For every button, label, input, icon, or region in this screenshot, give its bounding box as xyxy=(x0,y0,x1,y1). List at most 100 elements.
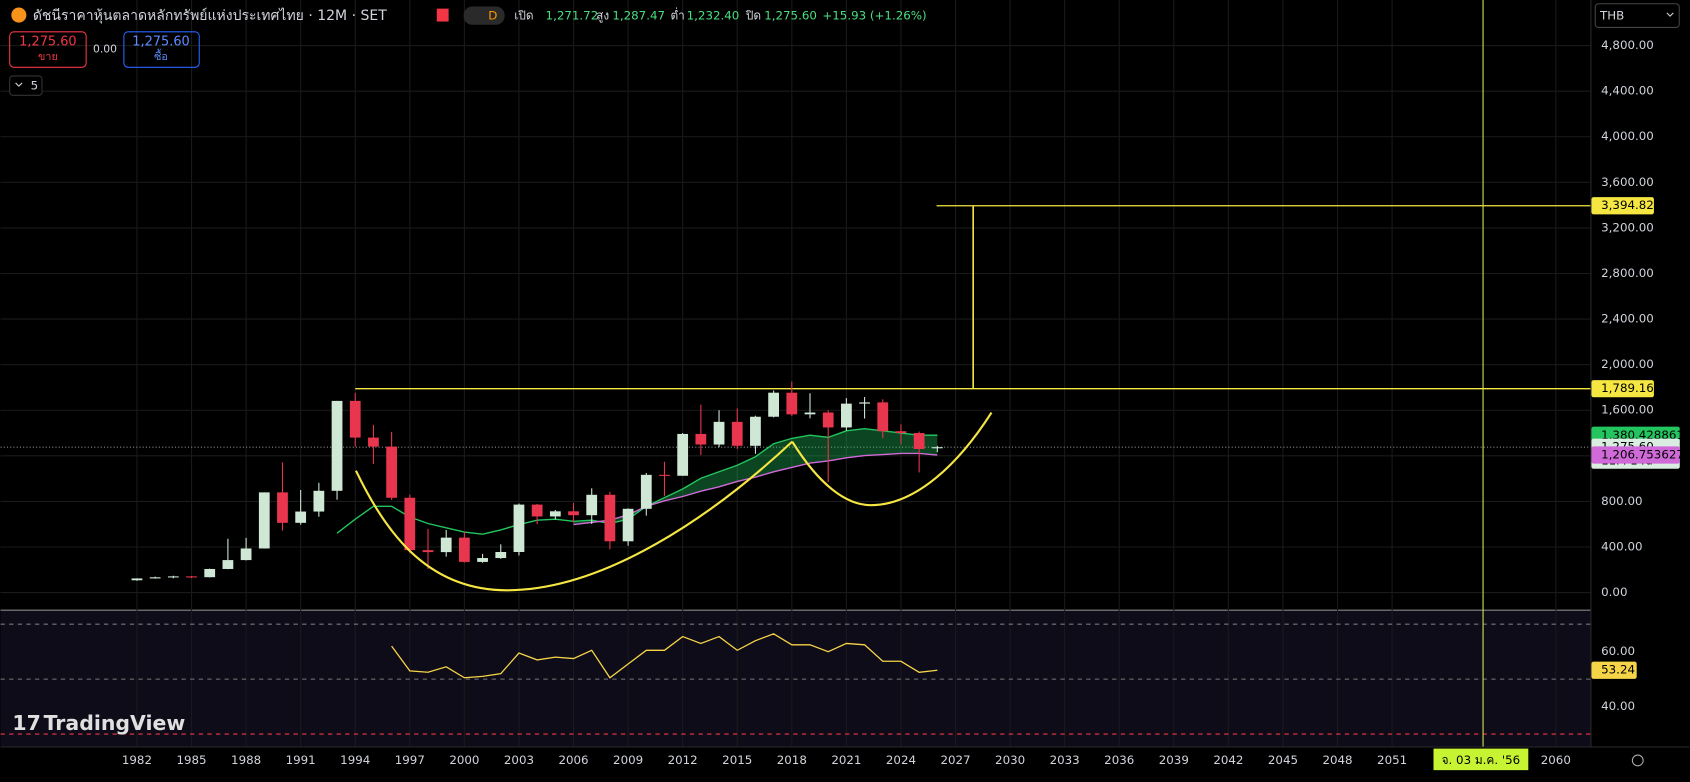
x-tick-label: 2021 xyxy=(831,753,861,767)
rsi-line xyxy=(391,633,938,679)
symbol-logo xyxy=(11,7,27,23)
candle-body xyxy=(458,537,470,562)
y-tick-label: 800.00 xyxy=(1601,494,1642,508)
rsi-tag xyxy=(1591,661,1637,679)
flag-icon[interactable] xyxy=(436,8,449,22)
close-label: ปิด xyxy=(745,9,761,23)
candle-body xyxy=(222,560,234,569)
dropdown-icon xyxy=(1666,12,1674,17)
rsi-pane xyxy=(0,610,1591,747)
x-tick-label: 1994 xyxy=(340,753,370,767)
candle-body xyxy=(677,433,689,476)
high-value: 1,287.47 xyxy=(612,9,665,23)
candle-body xyxy=(313,490,325,512)
sell-button[interactable] xyxy=(9,31,87,68)
x-tick-label: 2045 xyxy=(1268,753,1298,767)
ema-label: 1,380.428861 xyxy=(1601,428,1684,442)
candle-body xyxy=(786,392,798,415)
cup-drawing xyxy=(355,440,793,592)
sell-label: ขาย xyxy=(38,50,58,63)
candle-body xyxy=(440,537,452,553)
candle-body xyxy=(822,412,834,428)
x-tick-label: 2015 xyxy=(722,753,752,767)
change-value: +15.93 (+1.26%) xyxy=(822,9,926,23)
candle-body xyxy=(713,421,725,445)
y-tick-label: 400.00 xyxy=(1601,539,1642,553)
x-tick-label: 2012 xyxy=(668,753,698,767)
x-tick-label: 2003 xyxy=(504,753,534,767)
x-tick-label: 2027 xyxy=(940,753,970,767)
close-value: 1,275.60 xyxy=(764,9,817,23)
x-tick-label: 2042 xyxy=(1213,753,1243,767)
candle-body xyxy=(549,511,561,517)
candle-body xyxy=(568,511,579,516)
candle-body xyxy=(695,433,707,445)
candle-body xyxy=(404,497,416,551)
y-tick-label: 2,000.00 xyxy=(1601,357,1654,371)
level-label: 3,394.82 xyxy=(1601,198,1654,212)
candle-body xyxy=(204,568,216,578)
candle-body xyxy=(622,508,634,542)
chevron-icon xyxy=(15,82,23,87)
candle-body xyxy=(240,548,252,561)
rsi-tick-label: 40.00 xyxy=(1601,699,1635,713)
y-tick-label: 4,000.00 xyxy=(1601,129,1654,143)
x-tick-label: 2051 xyxy=(1377,753,1407,767)
currency: THB xyxy=(1599,9,1624,23)
candle-body xyxy=(895,431,907,434)
ma-line xyxy=(336,427,938,535)
x-tick-label: 2000 xyxy=(449,753,479,767)
crosshair-tag xyxy=(1433,748,1529,771)
candle-body xyxy=(422,550,434,553)
y-tick-label: 4,400.00 xyxy=(1601,84,1654,98)
candle-body xyxy=(368,437,379,447)
candle-body xyxy=(186,576,197,578)
x-tick-label: 1988 xyxy=(231,753,261,767)
tv-mark: 17 xyxy=(12,711,40,735)
open-value: 1,271.72 xyxy=(546,9,599,23)
candle-body xyxy=(804,412,816,415)
candle-body xyxy=(167,576,179,578)
x-tick-label: 2048 xyxy=(1322,753,1352,767)
x-tick-label: 2024 xyxy=(886,753,916,767)
candle-body xyxy=(750,416,761,446)
indicators-toggle[interactable] xyxy=(9,75,43,96)
ma-line xyxy=(573,452,938,526)
plot xyxy=(0,0,1591,747)
candle-body xyxy=(840,403,852,428)
x-tick-label: 2009 xyxy=(613,753,643,767)
axis-labels: 0.00400.00800.001,200.001,600.002,000.00… xyxy=(122,38,1684,771)
candle-body xyxy=(331,400,343,491)
sell-price: 1,275.60 xyxy=(19,35,76,50)
y-tick-label: 3,200.00 xyxy=(1601,220,1654,234)
x-tick-label: 2036 xyxy=(1104,753,1134,767)
buy-label: ซื้อ xyxy=(154,48,168,63)
buy-button[interactable] xyxy=(123,31,200,68)
level-tag xyxy=(1591,380,1654,398)
x-tick-label: 2039 xyxy=(1159,753,1189,767)
rsi-tick-label: 60.00 xyxy=(1601,644,1635,658)
currency-select[interactable] xyxy=(1594,3,1680,29)
level-label: 1,789.16 xyxy=(1601,381,1654,395)
candle-body xyxy=(640,474,652,509)
candle-body xyxy=(513,504,525,552)
sma-label: 1,206.753627 xyxy=(1601,448,1684,462)
candle-body xyxy=(531,504,543,517)
status-pill xyxy=(463,6,505,25)
candle-body xyxy=(258,492,270,549)
y-tick-label: 2,800.00 xyxy=(1601,266,1654,280)
low-label: ต่ำ xyxy=(671,8,685,23)
y-tick-label: 4,800.00 xyxy=(1601,38,1654,52)
open-label: เปิด xyxy=(514,9,533,23)
tradingview-logo: TradingView xyxy=(44,711,186,735)
indicators-count: 5 xyxy=(31,79,39,93)
x-tick-label: 2030 xyxy=(995,753,1025,767)
y-tick-label: 0.00 xyxy=(1601,585,1627,599)
settings-icon[interactable] xyxy=(1631,754,1644,767)
candle-body xyxy=(349,400,361,438)
candle-body xyxy=(131,578,143,581)
x-tick-label: 2033 xyxy=(1050,753,1080,767)
symbol-title: ดัชนีราคาหุ้นตลาดหลักทรัพย์แห่งประเทศไทย… xyxy=(33,7,387,24)
